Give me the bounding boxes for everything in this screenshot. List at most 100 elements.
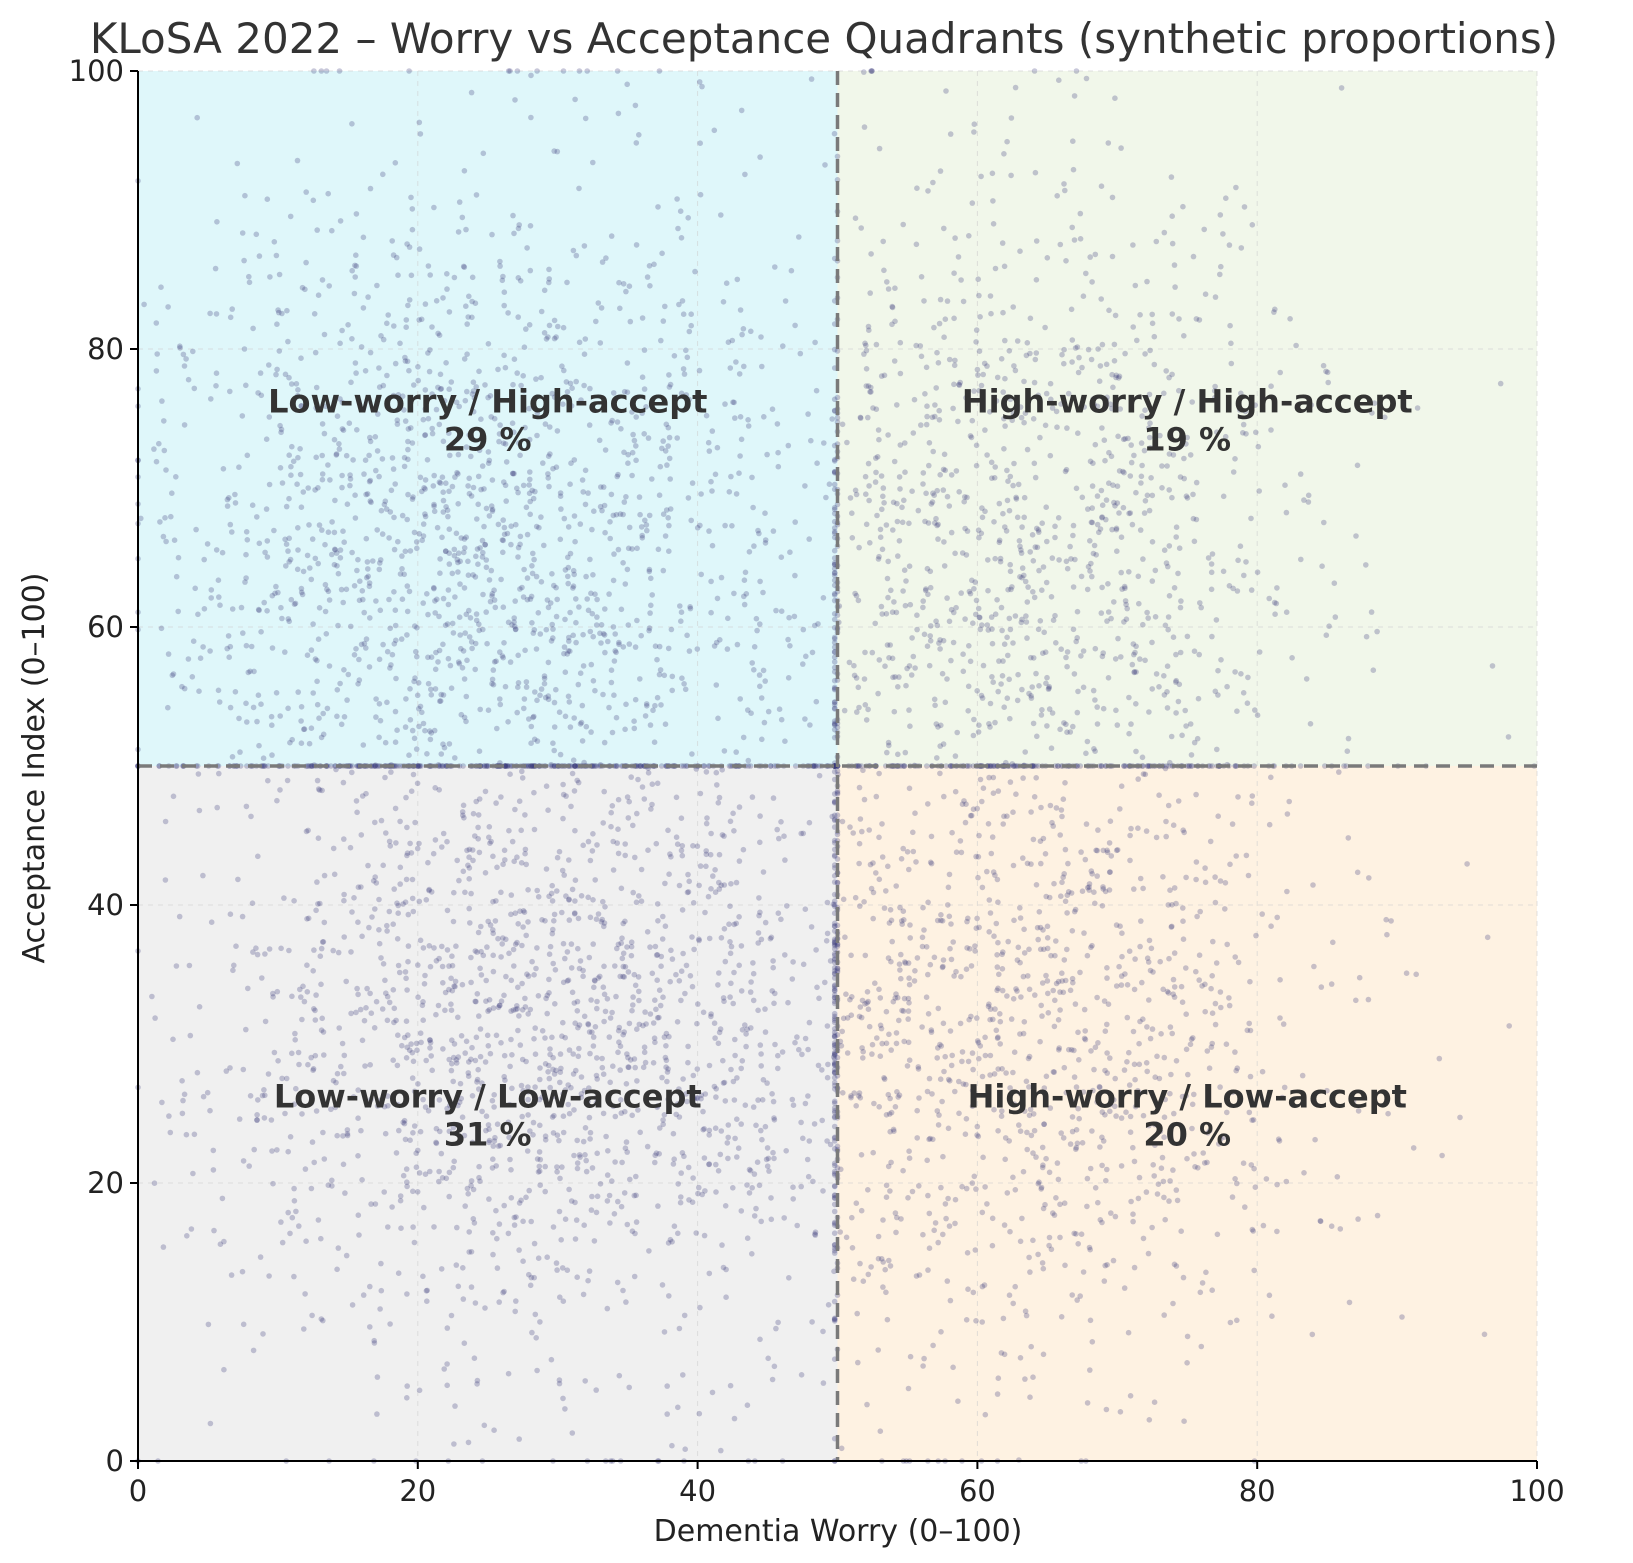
data-point: [274, 1147, 280, 1153]
data-point: [631, 1273, 638, 1280]
data-point: [442, 548, 449, 554]
data-point: [674, 435, 680, 441]
data-point: [923, 421, 930, 428]
data-point: [529, 487, 535, 494]
data-point: [354, 985, 360, 992]
data-point: [348, 623, 354, 630]
data-point: [297, 446, 303, 452]
data-point: [276, 348, 283, 354]
data-point: [520, 924, 526, 930]
data-point: [1015, 671, 1021, 678]
data-point: [434, 596, 440, 603]
data-point: [394, 727, 400, 733]
data-point: [149, 993, 155, 1000]
data-point: [1061, 181, 1067, 187]
data-point: [742, 171, 748, 178]
data-point: [180, 1097, 186, 1104]
data-point: [442, 622, 449, 629]
data-point: [1338, 85, 1345, 91]
data-point: [560, 791, 567, 798]
data-point: [924, 643, 931, 649]
data-point: [997, 558, 1004, 565]
data-point: [365, 566, 371, 572]
data-point: [1226, 242, 1233, 248]
data-point: [326, 283, 333, 289]
data-point: [665, 443, 671, 449]
data-point: [873, 469, 879, 476]
data-point: [440, 741, 446, 747]
data-point: [1234, 588, 1241, 594]
data-point: [548, 890, 555, 897]
data-point: [964, 494, 970, 501]
data-point: [408, 1041, 414, 1047]
data-point: [620, 281, 627, 287]
data-point: [474, 1076, 481, 1083]
data-point: [621, 1029, 627, 1035]
data-point: [359, 933, 365, 940]
data-point: [307, 763, 314, 769]
data-point: [486, 1007, 493, 1013]
data-point: [1092, 251, 1099, 258]
data-point: [181, 1091, 188, 1098]
data-point: [1323, 632, 1330, 638]
data-point: [866, 483, 872, 489]
data-point: [405, 438, 411, 445]
data-point: [397, 864, 404, 871]
data-point: [1118, 973, 1125, 979]
data-point: [1088, 560, 1094, 567]
data-point: [679, 843, 686, 849]
data-point: [613, 714, 620, 721]
data-point: [1042, 324, 1048, 331]
data-point: [865, 706, 871, 713]
data-point: [600, 898, 606, 905]
data-point: [287, 1230, 293, 1237]
data-point: [899, 504, 905, 511]
data-point: [535, 993, 542, 999]
data-point: [1069, 224, 1075, 231]
data-point: [1110, 384, 1116, 391]
data-point: [531, 972, 537, 978]
data-point: [335, 622, 341, 629]
data-point: [528, 723, 535, 730]
data-point: [462, 889, 468, 896]
data-point: [517, 533, 524, 540]
data-point: [660, 318, 667, 324]
data-point: [1129, 521, 1136, 528]
data-point: [799, 1051, 805, 1058]
data-point: [751, 1171, 758, 1177]
data-point: [431, 508, 438, 515]
data-point: [1106, 480, 1112, 487]
data-point: [853, 592, 860, 599]
data-point: [791, 613, 798, 620]
data-point: [1011, 363, 1017, 369]
data-point: [380, 171, 386, 178]
data-point: [616, 1372, 623, 1379]
data-point: [855, 684, 862, 691]
data-point: [514, 1003, 520, 1009]
data-point: [630, 822, 636, 829]
data-point: [582, 1378, 588, 1384]
data-point: [965, 683, 972, 690]
data-point: [1009, 584, 1015, 590]
data-point: [446, 1128, 453, 1135]
data-point: [427, 963, 434, 970]
data-point: [665, 515, 671, 521]
data-point: [582, 467, 589, 474]
data-point: [243, 803, 250, 810]
data-point: [475, 812, 482, 818]
data-point: [701, 763, 708, 769]
data-point: [255, 692, 262, 698]
data-point: [1092, 645, 1099, 652]
data-point: [444, 271, 450, 277]
data-point: [423, 897, 430, 903]
data-point: [527, 1282, 534, 1289]
data-point: [221, 1238, 227, 1245]
data-point: [1122, 763, 1129, 769]
data-point: [460, 802, 467, 809]
data-point: [428, 1053, 435, 1059]
data-point: [565, 554, 571, 561]
data-point: [861, 351, 867, 357]
data-point: [187, 1032, 194, 1039]
data-point: [1230, 585, 1236, 592]
data-point: [767, 763, 774, 769]
